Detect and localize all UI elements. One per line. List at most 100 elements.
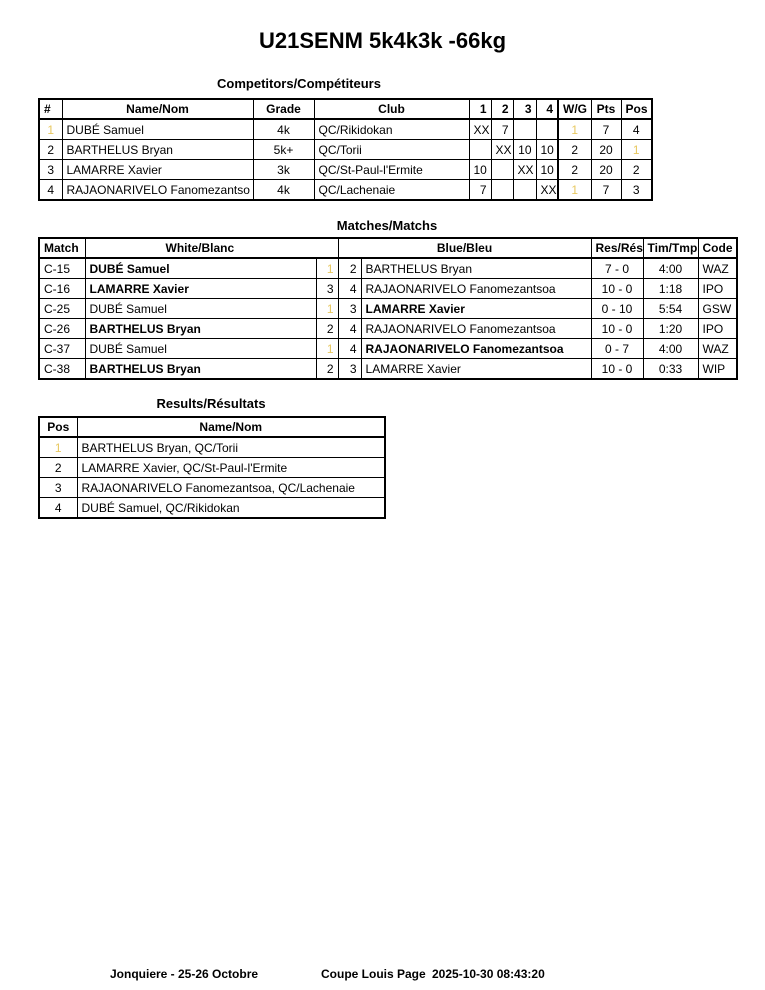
competitor-cell: 3k (252, 159, 315, 180)
match-row: C-16 LAMARRE Xavier 3 4 RAJAONARIVELO Fanome… (38, 278, 738, 299)
competitor-cell: 1 (557, 179, 592, 201)
match-id: C-37 (38, 338, 86, 359)
white-competitor: DUBÉ Samuel (84, 338, 317, 359)
white-competitor: BARTHELUS Bryan (84, 358, 317, 380)
result-position: 1 (38, 436, 78, 458)
result-name: LAMARRE Xavier, QC/St-Paul-l'Ermite (76, 457, 386, 478)
column-header: Club (313, 98, 470, 120)
match-time: 4:00 (642, 257, 699, 279)
footer-datetime: 2025-10-30 08:43:20 (432, 967, 545, 981)
column-header: Pts (590, 98, 622, 120)
column-header: Name/Nom (61, 98, 254, 120)
footer-event: Coupe Louis Page (321, 967, 426, 981)
white-competitor: LAMARRE Xavier (84, 278, 317, 299)
column-header: White/Blanc (84, 237, 339, 259)
competitor-cell: 2 (620, 159, 653, 180)
column-header: 3 (512, 98, 537, 120)
match-result: 10 - 0 (590, 278, 644, 299)
column-header: Name/Nom (76, 416, 386, 438)
competitor-cell: 10 (535, 139, 559, 160)
competitor-cell: 10 (512, 139, 537, 160)
blue-number: 2 (337, 257, 362, 279)
competitor-cell: 2 (557, 139, 592, 160)
match-id: C-15 (38, 257, 86, 279)
competitor-row: 4 RAJAONARIVELO Fanomezantso 4k QC/Lachenai… (38, 179, 653, 201)
competitor-cell: 2 (38, 139, 63, 160)
column-header: Pos (620, 98, 653, 120)
competitors-title: Competitors/Compétiteurs (217, 76, 381, 91)
match-code: IPO (697, 318, 738, 339)
match-time: 4:00 (642, 338, 699, 359)
match-time: 1:18 (642, 278, 699, 299)
blue-number: 3 (337, 358, 362, 380)
match-time: 5:54 (642, 298, 699, 319)
blue-number: 4 (337, 318, 362, 339)
match-id: C-38 (38, 358, 86, 380)
competitor-cell: BARTHELUS Bryan (61, 139, 254, 160)
result-name: RAJAONARIVELO Fanomezantsoa, QC/Lachenai… (76, 477, 386, 498)
white-competitor: DUBÉ Samuel (84, 298, 317, 319)
competitor-cell: 1 (620, 139, 653, 160)
blue-competitor: LAMARRE Xavier (360, 298, 592, 319)
competitor-cell (490, 179, 514, 201)
match-id: C-16 (38, 278, 86, 299)
result-name: BARTHELUS Bryan, QC/Torii (76, 436, 386, 458)
column-header: W/G (557, 98, 592, 120)
column-header: # (38, 98, 63, 120)
result-name: DUBÉ Samuel, QC/Rikidokan (76, 497, 386, 519)
match-time: 1:20 (642, 318, 699, 339)
matches-table: Match White/Blanc Blue/Bleu Res/Rés Tim/Tmp C… (38, 237, 739, 380)
competitor-cell: 10 (535, 159, 559, 180)
competitor-cell: 4k (252, 179, 315, 201)
competitor-row: 2 BARTHELUS Bryan 5k+ QC/Torii XX 10 10 2 20 1 (38, 139, 653, 160)
competitor-cell: QC/St-Paul-l'Ermite (313, 159, 470, 180)
competitor-cell: 4k (252, 118, 315, 140)
blue-competitor: RAJAONARIVELO Fanomezantsoa (360, 318, 592, 339)
competitor-cell: 1 (557, 118, 592, 140)
competitor-cell: RAJAONARIVELO Fanomezantso (61, 179, 254, 201)
competitor-cell: 4 (38, 179, 63, 201)
column-header: Res/Rés (590, 237, 644, 259)
white-number: 1 (315, 338, 339, 359)
column-header: 2 (490, 98, 514, 120)
blue-competitor: BARTHELUS Bryan (360, 257, 592, 279)
blue-competitor: RAJAONARIVELO Fanomezantsoa (360, 338, 592, 359)
match-row: C-37 DUBÉ Samuel 1 4 RAJAONARIVELO Fanomezan… (38, 338, 738, 359)
competitor-cell: 1 (38, 118, 63, 140)
competitor-cell: XX (490, 139, 514, 160)
competitors-table: # Name/Nom Grade Club 1 2 3 4 W/G Pts Pos 1 DUBÉ Sam… (38, 98, 653, 201)
white-number: 1 (315, 257, 339, 279)
blue-number: 4 (337, 338, 362, 359)
column-header: 4 (535, 98, 559, 120)
match-result: 10 - 0 (590, 318, 644, 339)
match-row: C-38 BARTHELUS Bryan 2 3 LAMARRE Xavier 10 - … (38, 358, 738, 380)
column-header: Code (697, 237, 738, 259)
competitor-row: 1 DUBÉ Samuel 4k QC/Rikidokan XX 7 1 7 4 (38, 118, 653, 140)
competitor-cell: 4 (620, 118, 653, 140)
competitor-cell: QC/Rikidokan (313, 118, 470, 140)
competitor-cell: 7 (490, 118, 514, 140)
competitor-cell: 7 (590, 179, 622, 201)
competitor-cell: XX (512, 159, 537, 180)
result-row: 3 RAJAONARIVELO Fanomezantsoa, QC/Lachena… (38, 477, 386, 498)
competitor-cell (468, 139, 492, 160)
competitor-cell (512, 118, 537, 140)
competitor-cell: 7 (468, 179, 492, 201)
competitor-cell: 2 (557, 159, 592, 180)
match-result: 0 - 7 (590, 338, 644, 359)
competitor-cell: 3 (38, 159, 63, 180)
column-header: Pos (38, 416, 78, 438)
competitor-row: 3 LAMARRE Xavier 3k QC/St-Paul-l'Ermite 10 XX… (38, 159, 653, 180)
match-id: C-25 (38, 298, 86, 319)
blue-competitor: LAMARRE Xavier (360, 358, 592, 380)
blue-competitor: RAJAONARIVELO Fanomezantsoa (360, 278, 592, 299)
match-time: 0:33 (642, 358, 699, 380)
competitor-cell: 7 (590, 118, 622, 140)
competitor-cell: 5k+ (252, 139, 315, 160)
competitor-cell: 20 (590, 159, 622, 180)
white-number: 3 (315, 278, 339, 299)
competitor-cell: 10 (468, 159, 492, 180)
result-row: 4 DUBÉ Samuel, QC/Rikidokan (38, 497, 386, 519)
competitor-cell (535, 118, 559, 140)
